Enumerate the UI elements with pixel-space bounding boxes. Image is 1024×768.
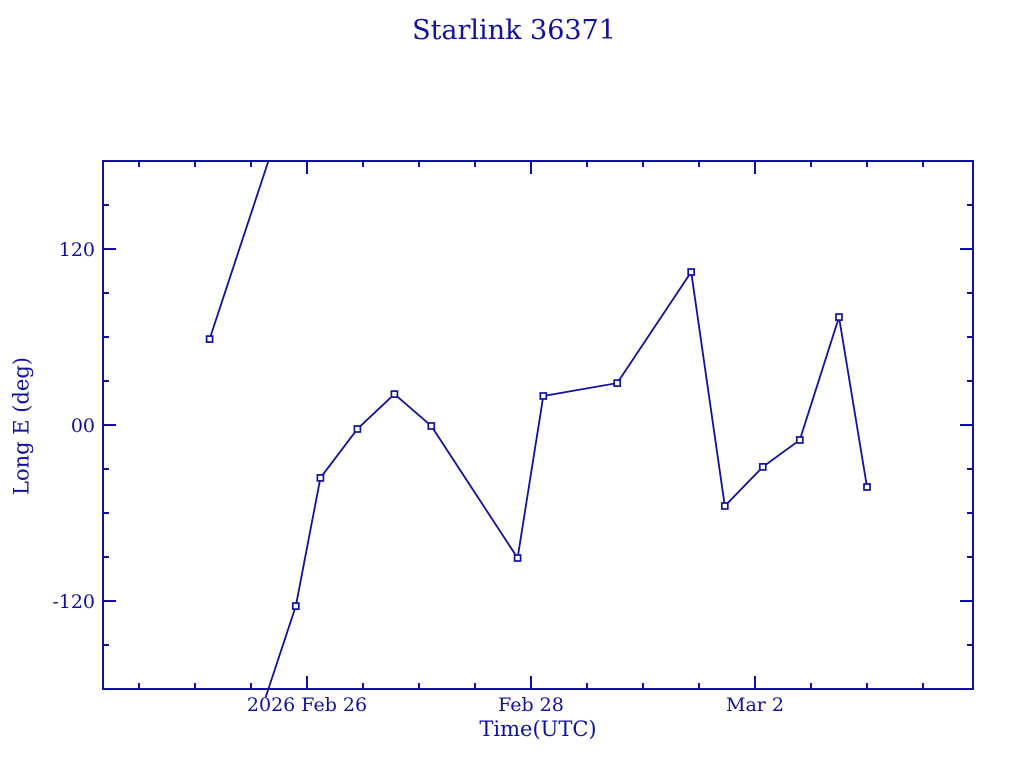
data-series-line: [208, 160, 270, 340]
data-point-marker: [863, 483, 871, 491]
data-point-marker: [291, 602, 300, 610]
data-point-marker: [539, 392, 548, 400]
data-point-marker: [205, 335, 214, 343]
x-tick-label: Feb 28: [498, 694, 564, 716]
data-point-marker: [427, 422, 436, 430]
data-point-marker: [353, 425, 362, 433]
y-tick-label: -120: [52, 591, 95, 613]
y-tick-label: 00: [71, 415, 95, 437]
plot-title: Starlink 36371: [412, 15, 616, 46]
x-tick-label: Mar 2: [726, 694, 784, 716]
data-point-marker: [835, 313, 843, 321]
data-point-marker: [720, 502, 729, 510]
x-axis-title: Time(UTC): [479, 717, 597, 741]
data-point-marker: [316, 474, 325, 482]
data-point-marker: [613, 379, 622, 387]
data-point-marker: [758, 463, 767, 471]
data-point-marker: [687, 268, 696, 276]
x-tick-label: 2026 Feb 26: [247, 694, 367, 716]
data-point-marker: [390, 390, 399, 398]
data-series-line: [264, 269, 868, 698]
y-tick-label: 120: [59, 239, 95, 261]
data-point-marker: [795, 436, 804, 444]
data-point-marker: [513, 554, 522, 562]
